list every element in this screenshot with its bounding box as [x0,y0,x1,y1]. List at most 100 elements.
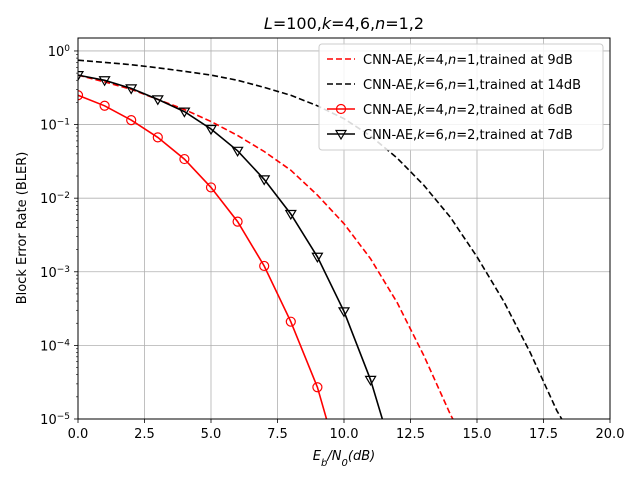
series-line [78,94,328,419]
text-part: 0 [342,458,348,469]
y-tick-exponent: −4 [57,338,71,348]
legend-entry: CNN-AE,k=6,n=1,trained at 14dB [327,78,581,93]
series-marker-triangle [204,124,218,136]
text-part: k [417,103,425,118]
y-tick-label: 10−3 [40,265,70,281]
x-tick-label: 12.5 [396,427,425,442]
series-marker-circle [285,316,296,327]
series-marker-triangle [231,146,244,157]
y-tick-exponent: −1 [57,118,70,128]
x-tick-label: 10.0 [330,427,359,442]
series-marker-circle [259,260,270,272]
text-part: / [326,449,333,464]
y-tick-base: 10 [40,192,57,207]
y-axis-label: Block Error Rate (BLER) [15,152,30,305]
series-marker-triangle [337,307,351,318]
series-marker-circle [335,103,347,115]
text-part: =4, [425,103,448,118]
y-tick-base: 10 [40,119,57,134]
series-marker-circle [152,132,163,143]
legend-label: CNN-AE,k=4,n=2,trained at 6dB [363,103,573,118]
y-tick-exponent: 0 [64,44,70,54]
series-1 [78,59,563,419]
series-line [78,74,384,419]
text-part: =1,trained at 14dB [456,78,581,93]
text-part: (dB) [348,449,375,464]
y-tick-base: 10 [40,266,57,281]
chart-title: L=100,k=4,6,n=1,2 [264,14,424,33]
series-layer [78,59,563,419]
legend-entry: CNN-AE,k=6,n=2,trained at 7dB [327,128,573,143]
text-part: N [332,449,342,464]
x-tick-label: 20.0 [596,427,625,442]
series-marker-triangle [284,209,297,221]
series-line [78,74,454,419]
series-marker-triangle [334,129,348,141]
series-marker-circle [179,153,190,165]
series-marker-triangle [311,252,324,263]
x-tick-label: 2.5 [134,427,155,442]
text-part: E [313,449,322,464]
x-tick-label: 15.0 [463,427,492,442]
series-marker-circle [126,115,137,126]
text-part: =1,trained at 9dB [456,53,573,68]
y-tick-label: 100 [48,44,71,60]
y-tick-exponent: −3 [57,265,70,275]
y-tick-exponent: −2 [57,191,70,201]
legend: CNN-AE,k=4,n=1,trained at 9dBCNN-AE,k=6,… [318,43,604,151]
legend-entry: CNN-AE,k=4,n=2,trained at 6dB [327,103,573,118]
legend-label: CNN-AE,k=6,n=1,trained at 14dB [363,78,581,93]
text-part: CNN-AE, [363,78,417,93]
text-part: k [417,128,425,143]
series-marker-triangle [178,107,191,118]
text-part: k [417,53,425,68]
text-part: =4,6, [331,14,375,33]
series-marker-circle [78,90,84,101]
y-tick-base: 10 [48,45,65,60]
text-part: k [322,14,332,33]
series-line [78,59,563,419]
x-axis-label: Eb/N0(dB) [313,449,375,469]
series-2 [78,90,328,419]
series-3 [78,70,384,419]
y-tick-base: 10 [40,339,57,354]
x-tick-label: 0.0 [68,427,89,442]
y-tick-base: 10 [40,413,57,428]
text-part: =2,trained at 6dB [456,103,573,118]
text-part: n [448,53,456,68]
text-part: =6, [425,128,448,143]
series-marker-circle [205,182,217,193]
series-marker-circle [312,382,323,393]
y-tick-label: 10−1 [40,118,70,134]
text-part: CNN-AE, [363,128,417,143]
series-marker-triangle [258,175,271,186]
y-tick-label: 10−4 [40,338,70,354]
series-marker-triangle [151,95,164,106]
legend-label: CNN-AE,k=4,n=1,trained at 9dB [363,53,573,68]
series-0 [78,74,454,419]
text-part: k [417,78,425,93]
x-axis: 0.0 2.5 5.0 7.5 10.0 12.5 15.0 17.5 20.0 [68,419,625,442]
text-part: b [321,458,327,469]
text-part: n [448,78,456,93]
series-marker-triangle [78,70,85,82]
text-part: CNN-AE, [363,103,417,118]
legend-box [318,43,604,151]
series-marker-circle [99,100,110,111]
series-marker-triangle [98,76,111,87]
text-part: =2,trained at 7dB [456,128,573,143]
text-part: n [375,14,385,33]
text-part: =6, [425,78,448,93]
y-tick-label: 10−5 [40,412,70,428]
text-part: =1,2 [385,14,424,33]
text-part: n [448,103,456,118]
text-part: =4, [425,53,448,68]
y-tick-exponent: −5 [57,412,70,422]
series-marker-circle [232,216,243,227]
x-tick-label: 5.0 [201,427,222,442]
series-marker-triangle [125,84,138,95]
text-part: CNN-AE, [363,53,417,68]
x-tick-label: 7.5 [267,427,288,442]
text-part: =100, [273,14,322,33]
